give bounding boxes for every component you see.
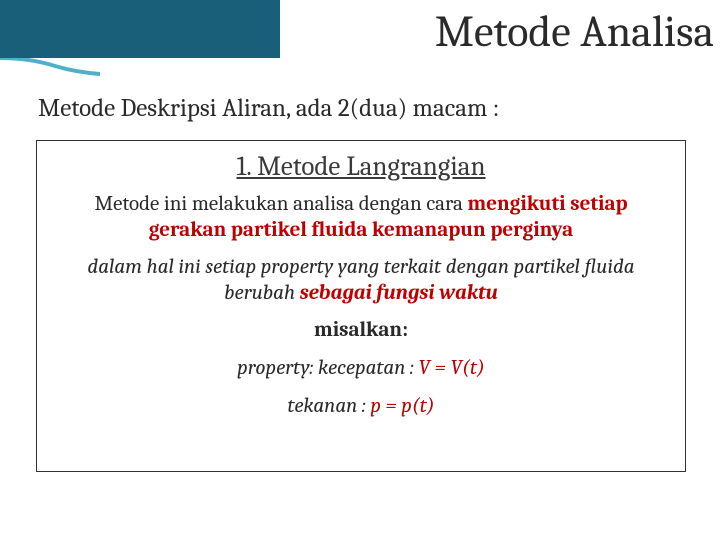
misalkan-label: misalkan: [55,318,667,344]
header-accent-swoosh [0,58,100,76]
subtitle-wrap: Metode Deskripsi Aliran, ada 2(dua) maca… [34,92,503,125]
page-title: Metode Analisa [435,6,714,57]
para2-red: sebagai fungsi waktu [300,281,498,305]
property-equation: V = V(t) [418,356,484,380]
tekanan-equation: p = p(t) [370,394,434,418]
paragraph-2: dalam hal ini setiap property yang terka… [55,255,667,306]
paragraph-1: Metode ini melakukan analisa dengan cara… [55,192,667,243]
tekanan-line: tekanan : p = p(t) [55,394,667,420]
content-box: 1. Metode Langrangian Metode ini melakuk… [36,140,686,472]
method-heading: 1. Metode Langrangian [55,151,667,182]
property-line: property: kecepatan : V = V(t) [55,356,667,382]
subtitle-text: Metode Deskripsi Aliran, ada 2(dua) maca… [38,94,499,123]
tekanan-label: tekanan : [287,394,370,418]
para1-text: Metode ini melakukan analisa dengan cara [94,192,467,216]
property-label: property: kecepatan : [237,356,418,380]
header-band [0,0,280,58]
